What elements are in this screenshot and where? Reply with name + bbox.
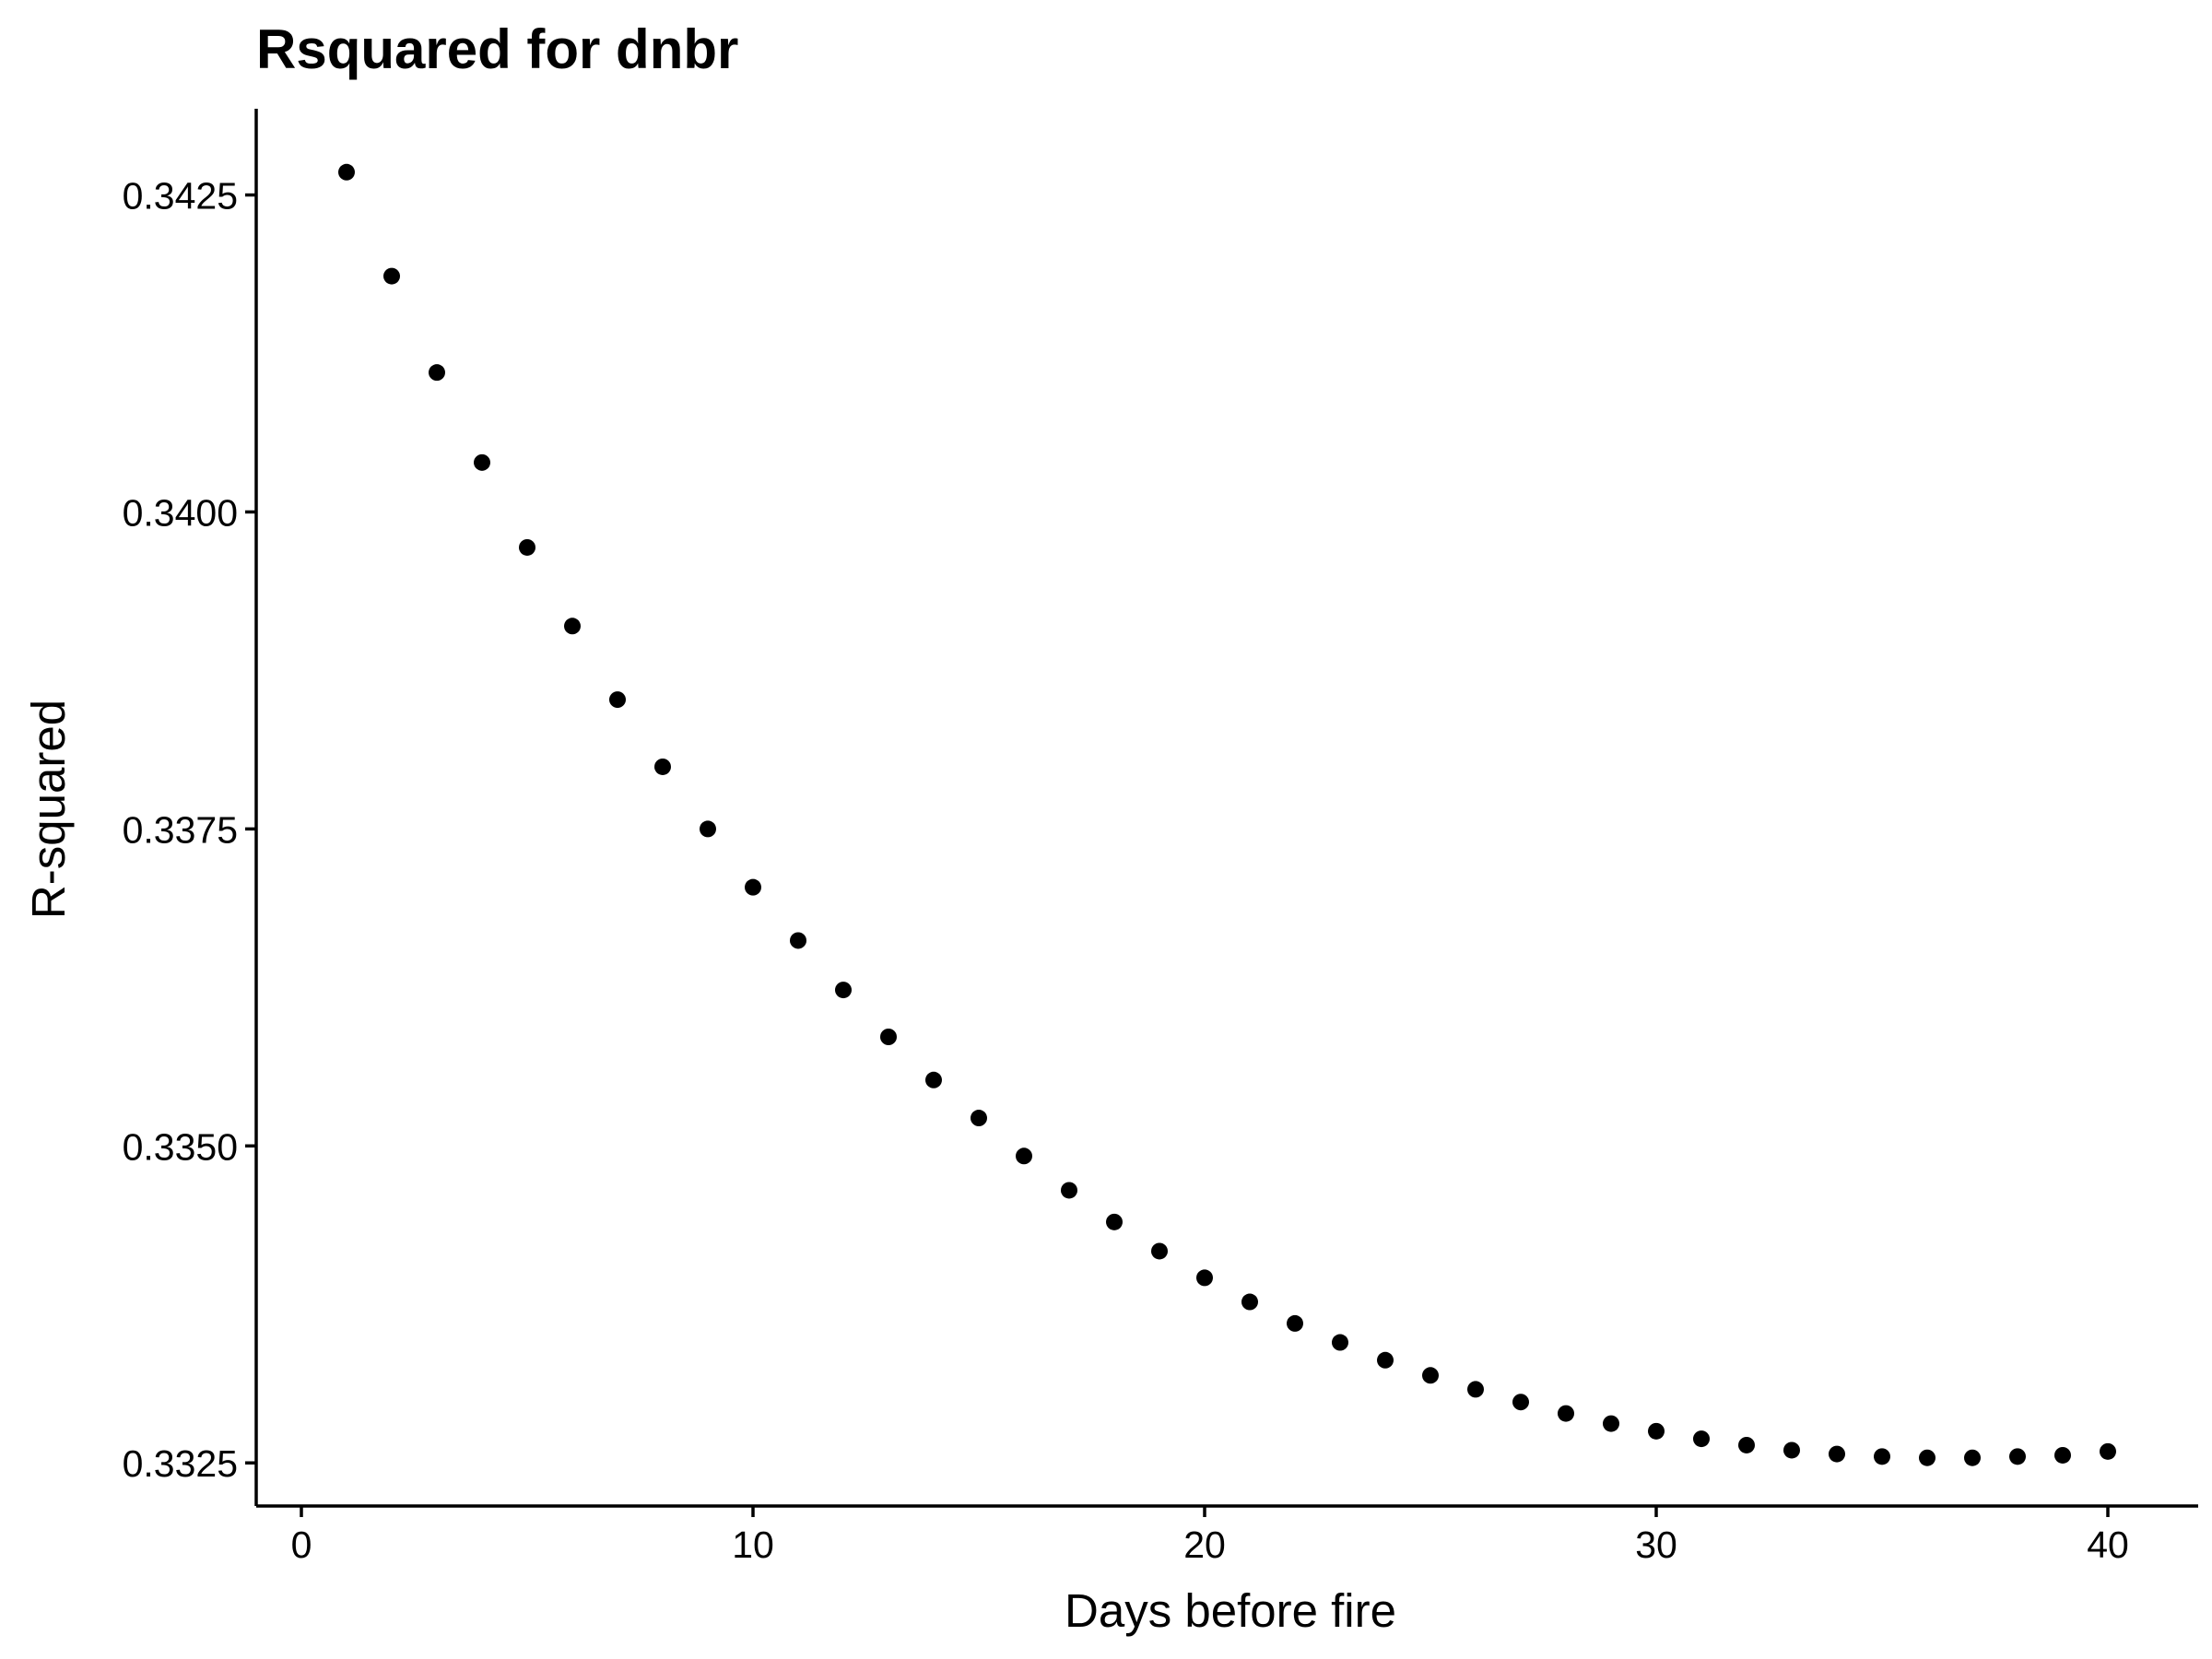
data-point xyxy=(700,820,716,838)
data-point xyxy=(1964,1449,1981,1466)
y-tick-label: 0.3400 xyxy=(123,491,238,534)
data-point xyxy=(1422,1367,1439,1384)
x-tick-label: 20 xyxy=(1183,1524,1226,1566)
data-point xyxy=(1196,1269,1213,1287)
data-point xyxy=(745,878,761,896)
data-point xyxy=(1106,1213,1123,1230)
data-point xyxy=(383,267,400,285)
data-point xyxy=(1512,1394,1529,1411)
y-axis-ticks: 0.3325 0.3350 0.3375 0.3400 0.3425 xyxy=(123,175,256,1485)
chart-title: Rsquared for dnbr xyxy=(256,18,738,80)
data-point xyxy=(2100,1442,2116,1460)
data-point xyxy=(790,932,806,949)
data-point xyxy=(519,538,535,556)
data-point xyxy=(2054,1446,2071,1464)
data-point xyxy=(338,163,355,181)
data-point xyxy=(1829,1445,1845,1463)
data-points xyxy=(338,163,2116,1466)
y-tick-label: 0.3325 xyxy=(123,1442,238,1485)
data-point xyxy=(835,982,852,999)
data-point xyxy=(1738,1436,1755,1453)
x-tick-label: 0 xyxy=(291,1524,312,1566)
data-point xyxy=(1332,1334,1348,1351)
data-point xyxy=(1693,1430,1710,1448)
x-tick-label: 40 xyxy=(2087,1524,2129,1566)
data-point xyxy=(1874,1448,1890,1465)
data-point xyxy=(654,758,671,775)
data-point xyxy=(1603,1415,1619,1432)
data-point xyxy=(1558,1405,1574,1422)
data-point xyxy=(880,1028,897,1045)
data-point xyxy=(564,618,581,635)
x-axis-title: Days before fire xyxy=(1065,1584,1396,1637)
data-point xyxy=(1467,1381,1484,1398)
data-point xyxy=(1648,1422,1665,1440)
data-point xyxy=(1287,1314,1303,1332)
data-point xyxy=(1783,1441,1800,1459)
data-point xyxy=(1241,1293,1258,1311)
x-axis-ticks: 0 10 20 30 40 xyxy=(291,1506,2129,1566)
data-point xyxy=(609,691,626,709)
y-axis-title: R-squared xyxy=(22,700,75,919)
data-point xyxy=(474,453,490,471)
data-point xyxy=(925,1071,942,1088)
data-point xyxy=(2009,1448,2026,1465)
data-point xyxy=(1377,1351,1394,1369)
data-point xyxy=(1016,1147,1032,1165)
data-point xyxy=(1061,1182,1077,1199)
data-point xyxy=(971,1110,987,1127)
data-point xyxy=(1919,1449,1936,1466)
y-tick-label: 0.3375 xyxy=(123,808,238,851)
data-point xyxy=(1151,1242,1168,1260)
y-tick-label: 0.3425 xyxy=(123,175,238,218)
x-tick-label: 10 xyxy=(732,1524,774,1566)
x-tick-label: 30 xyxy=(1635,1524,1677,1566)
y-tick-label: 0.3350 xyxy=(123,1125,238,1168)
data-point xyxy=(429,364,445,382)
